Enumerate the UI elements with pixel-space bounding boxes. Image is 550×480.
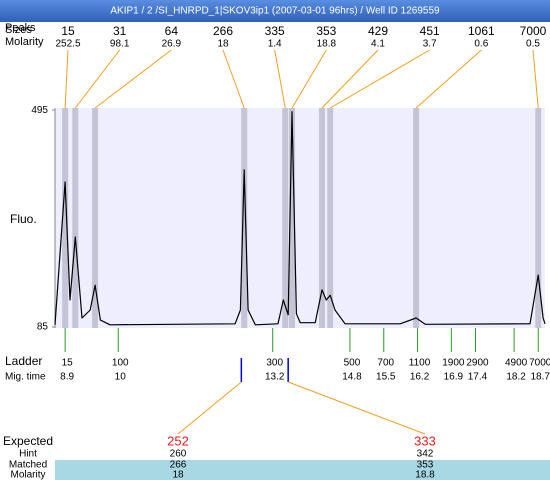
ladder-time: 18.2: [506, 372, 526, 383]
peak-connector: [94, 49, 172, 109]
title: AKIP1 / 2 /SI_HNRPD_1|SKOV3ip1 (2007-03-…: [110, 6, 440, 17]
ladder-time: 8.9: [60, 372, 74, 383]
ladder-time: 16.2: [410, 372, 430, 383]
peak-band: [327, 108, 334, 328]
exp-molarity-label: Molarity: [10, 470, 45, 480]
peak-molarity: 18.8: [317, 39, 337, 50]
title-bar: [0, 0, 550, 22]
peak-size: 353: [316, 24, 336, 38]
peak-size: 7000: [520, 24, 547, 38]
peak-band: [282, 108, 289, 328]
ladder-time: 15.5: [376, 372, 396, 383]
peak-band: [241, 108, 248, 328]
plot-area: [55, 108, 545, 328]
ladder-size: 7000: [529, 358, 550, 369]
peak-size: 266: [213, 24, 233, 38]
peak-size: 31: [113, 24, 127, 38]
peak-band: [72, 108, 79, 328]
peak-band: [289, 108, 296, 328]
ladder-time: 10: [115, 372, 127, 383]
ladder-label: Ladder: [5, 354, 42, 368]
ladder-time: 18.7: [531, 372, 550, 383]
ladder-size: 2900: [466, 358, 489, 369]
peak-connector: [64, 49, 69, 109]
peak-size: 1061: [468, 24, 495, 38]
hint-value: 342: [417, 449, 434, 460]
ladder-size: 100: [112, 358, 129, 369]
trace: [54, 111, 546, 326]
expected-label: Expected: [3, 434, 53, 448]
peak-band: [318, 108, 325, 328]
peak-molarity: 98.1: [110, 39, 130, 50]
peak-molarity: 18: [217, 39, 229, 50]
ladder-time: 14.8: [342, 372, 362, 383]
ladder-size: 500: [344, 358, 361, 369]
peaks-heading: Peaks: [5, 22, 36, 34]
peak-molarity: 3.7: [423, 39, 437, 50]
matched-band: [55, 460, 550, 480]
peak-band: [413, 108, 420, 328]
mig-time-label: Mig. time: [5, 372, 46, 383]
molarity-value: 18.8: [415, 470, 435, 480]
peak-connector: [415, 49, 482, 109]
hint-value: 260: [170, 449, 187, 460]
peak-size: 451: [420, 24, 440, 38]
peak-molarity: 26.9: [162, 39, 182, 50]
peak-molarity: 252.5: [55, 39, 80, 50]
peak-connector: [329, 49, 430, 109]
ladder-size: 1900: [442, 358, 465, 369]
peak-connector: [74, 49, 121, 109]
peak-molarity: 0.6: [474, 39, 488, 50]
ladder-size: 4900: [505, 358, 528, 369]
peak-size: 64: [165, 24, 179, 38]
y-tick-label: 85: [37, 322, 49, 333]
expected-connector: [287, 381, 426, 435]
matched-label: Matched: [9, 460, 47, 471]
peak-connector: [291, 49, 327, 109]
peak-band: [535, 108, 542, 328]
molarity-label: Molarity: [5, 36, 44, 48]
ladder-size: 1100: [409, 358, 431, 369]
matched-value: 353: [417, 460, 434, 471]
ladder-size: 700: [377, 358, 394, 369]
expected-value: 333: [414, 433, 436, 448]
y-axis-label: Fluo.: [10, 212, 37, 226]
molarity-value: 18: [172, 470, 184, 480]
ladder-time: 13.2: [265, 372, 285, 383]
peak-band: [62, 108, 69, 328]
peak-molarity: 4.1: [371, 39, 385, 50]
peak-connector: [532, 49, 539, 109]
peak-size: 335: [265, 24, 285, 38]
ladder-size: 15: [62, 358, 74, 369]
sizes-label: Sizes: [5, 24, 32, 36]
peak-connector: [222, 49, 245, 109]
peak-size: 429: [368, 24, 388, 38]
expected-value: 252: [167, 433, 189, 448]
peak-connector: [321, 49, 379, 109]
ladder-size: 300: [266, 358, 283, 369]
ladder-time: 17.4: [468, 372, 488, 383]
peak-molarity: 1.4: [268, 39, 282, 50]
peak-band: [92, 108, 99, 328]
y-tick-label: 495: [31, 105, 48, 116]
hint-label: Hint: [19, 449, 37, 460]
matched-value: 266: [170, 460, 187, 471]
peak-size: 15: [61, 24, 75, 38]
expected-connector: [177, 381, 242, 435]
peak-connector: [274, 49, 286, 109]
ladder-time: 16.9: [444, 372, 464, 383]
peak-molarity: 0.5: [526, 39, 540, 50]
